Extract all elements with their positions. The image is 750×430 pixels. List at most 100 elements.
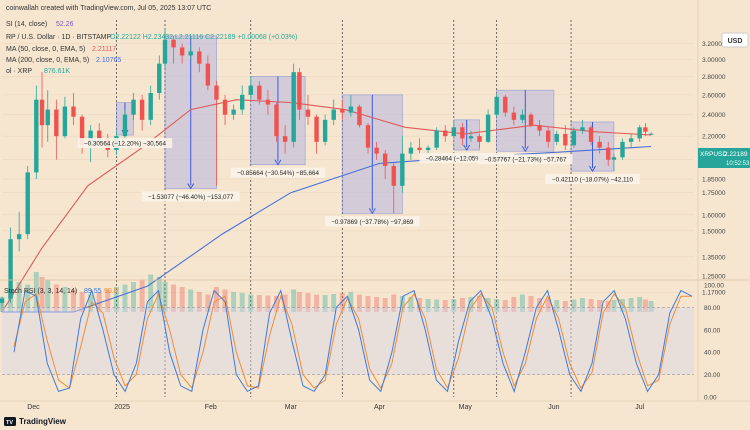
volume-bar xyxy=(494,299,500,312)
volume-bar xyxy=(282,294,288,312)
stoch-rsi-panel: 100.00 80.00 60.00 40.00 20.00 0.00 xyxy=(0,279,750,402)
measure-arrowhead xyxy=(589,165,596,173)
ema-lines xyxy=(1,99,652,313)
candle-body xyxy=(648,133,654,135)
candle-body xyxy=(434,130,439,148)
volume-bar xyxy=(648,301,654,312)
volume-bar xyxy=(256,295,262,312)
stoch-tick: 0.00 xyxy=(704,395,717,402)
candle-body xyxy=(365,125,371,148)
measure-label: −0.28464 (−12.05%) −28,464 xyxy=(426,156,509,163)
volume-bar xyxy=(339,293,345,312)
candle-body xyxy=(417,147,422,151)
candle-body xyxy=(597,141,602,148)
measure-label-bg xyxy=(478,154,573,165)
candle-body xyxy=(637,127,642,139)
candle-body xyxy=(205,63,211,86)
ema50-legend[interactable]: MA (50, close, 0, EMA, 5) xyxy=(6,46,85,53)
measure-label: −0.42110 (−18.07%) −42,110 xyxy=(552,177,634,184)
candle-body xyxy=(331,109,336,120)
candle-body xyxy=(503,96,508,113)
measure-label-bg xyxy=(325,216,420,227)
rsi-legend[interactable]: SI (14, close) xyxy=(6,21,47,28)
stoch-legend[interactable]: Stoch RSI (3, 3, 14, 14) xyxy=(4,288,77,295)
price-tag-symbol: XRPUSD xyxy=(700,151,727,158)
volume-bar xyxy=(545,299,551,312)
volume-bar xyxy=(468,297,474,312)
volume-bar xyxy=(537,298,543,312)
volume-bar xyxy=(188,289,194,312)
volume-bar xyxy=(620,299,626,312)
volume-bar xyxy=(451,299,457,312)
candle-body xyxy=(451,127,457,137)
tradingview-logo-mark: TV xyxy=(6,420,13,426)
grid xyxy=(2,43,694,293)
candle-body xyxy=(545,130,551,142)
candle-body xyxy=(197,51,202,64)
stoch-d-value: 90.0 xyxy=(104,288,118,295)
volume-bar xyxy=(70,289,76,312)
volume-bar xyxy=(365,296,371,312)
volume-bar xyxy=(122,284,128,312)
candles xyxy=(0,28,654,310)
candle-body xyxy=(408,147,414,154)
measure-arrowhead xyxy=(368,208,376,215)
measure-label-bg xyxy=(419,153,514,164)
candle-body xyxy=(468,136,474,139)
volume-bar xyxy=(196,292,202,312)
volume-bar xyxy=(231,292,237,312)
volume-bar xyxy=(205,294,211,312)
volume-bar xyxy=(356,294,362,312)
currency-button-label: USD xyxy=(728,38,743,45)
candle-body xyxy=(62,106,68,137)
candle-body xyxy=(39,99,45,126)
symbol-line[interactable]: RP / U.S. Dollar · 1D · BITSTAMP xyxy=(6,34,111,41)
candle-body xyxy=(291,72,296,142)
candle-body xyxy=(179,47,185,56)
time-axis[interactable]: Dec 2025 Feb Mar Apr May Jun Jul xyxy=(0,0,750,411)
volume-bar xyxy=(239,293,245,312)
time-tick: May xyxy=(459,404,473,411)
volume-bar xyxy=(382,298,388,312)
volume-bar xyxy=(485,298,491,312)
candle-body xyxy=(45,109,50,126)
price-tick: 1.85000 xyxy=(702,176,726,183)
candle-body xyxy=(554,133,559,142)
candle-body xyxy=(122,114,128,137)
volume-bars xyxy=(0,272,654,312)
volume-bar xyxy=(408,297,414,312)
volume-legend[interactable]: ol · XRP xyxy=(6,68,32,75)
candle-body xyxy=(357,106,362,126)
tradingview-logo[interactable]: TV TradingView xyxy=(4,417,67,426)
volume-bar xyxy=(45,279,51,312)
candle-body xyxy=(425,147,431,151)
volume-bar xyxy=(113,287,119,312)
volume-bar xyxy=(562,301,568,312)
volume-bar xyxy=(637,297,643,312)
volume-bar xyxy=(511,297,517,312)
volume-bar xyxy=(39,277,45,312)
candle-body xyxy=(400,153,405,186)
volume-bar xyxy=(642,299,648,312)
candle-body xyxy=(148,92,153,120)
volume-bar xyxy=(519,294,525,312)
stoch-band xyxy=(2,307,694,375)
time-tick: Jul xyxy=(635,404,644,411)
currency-button[interactable] xyxy=(721,32,749,48)
candle-body xyxy=(231,109,236,115)
candle-body xyxy=(340,109,345,113)
volume-bar xyxy=(502,300,508,312)
candle-body xyxy=(305,109,311,117)
candle-body xyxy=(16,234,22,240)
stoch-k-value: 89.55 xyxy=(84,288,102,295)
candle-body xyxy=(97,130,102,139)
volume-bar xyxy=(162,282,168,312)
volume-bar xyxy=(179,287,185,312)
measure-label: −1.53077 (−46.40%) −153,077 xyxy=(148,194,234,201)
candle-body xyxy=(382,153,388,166)
volume-bar xyxy=(171,284,177,312)
ema200-legend[interactable]: MA (200, close, 0, EMA, 5) xyxy=(6,57,89,64)
time-tick: Jun xyxy=(548,404,559,411)
volume-bar xyxy=(374,297,380,312)
